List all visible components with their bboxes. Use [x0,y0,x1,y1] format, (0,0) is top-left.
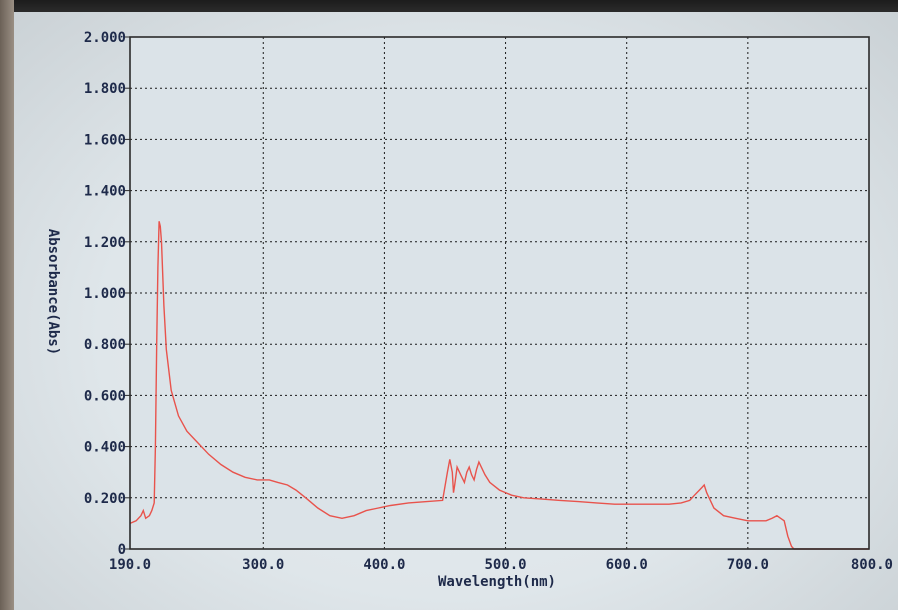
grid-lines [130,37,869,549]
series-line [129,221,869,550]
x-tick-label: 400.0 [363,557,405,573]
y-tick-label: 2.000 [84,30,126,46]
x-axis-ticks: 190.0 300.0 400.0 500.0 600.0 700.0 800.0 [109,557,893,573]
y-axis-ticks: 0 0.200 0.400 0.600 0.800 1.000 1.200 1.400 1.60… [84,30,130,558]
monitor-bezel-left [0,0,14,610]
y-tick-label: 0.400 [84,440,126,456]
y-tick-label: 1.800 [84,81,126,97]
x-tick-label: 190.0 [109,557,151,573]
y-tick-label: 0.800 [84,337,126,353]
x-axis-label: Wavelength(nm) [438,574,556,590]
y-tick-label: 0.200 [84,491,126,507]
monitor-bezel-top [0,0,898,12]
x-tick-label: 600.0 [606,557,648,573]
x-tick-label: 800.0 [851,557,893,573]
y-tick-label: 1.200 [84,235,126,251]
y-tick-label: 1.600 [84,132,126,148]
y-tick-label: 0 [118,542,126,558]
y-axis-label: Absorbance(Abs) [45,229,61,355]
x-tick-label: 300.0 [242,557,284,573]
y-tick-label: 0.600 [84,388,126,404]
x-tick-label: 700.0 [727,557,769,573]
y-tick-label: 1.400 [84,184,126,200]
y-tick-label: 1.000 [84,286,126,302]
x-tick-label: 500.0 [484,557,526,573]
plot-frame [129,36,870,550]
